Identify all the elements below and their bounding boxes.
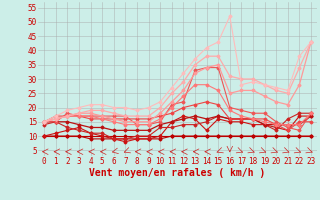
X-axis label: Vent moyen/en rafales ( km/h ): Vent moyen/en rafales ( km/h ) xyxy=(90,168,266,178)
